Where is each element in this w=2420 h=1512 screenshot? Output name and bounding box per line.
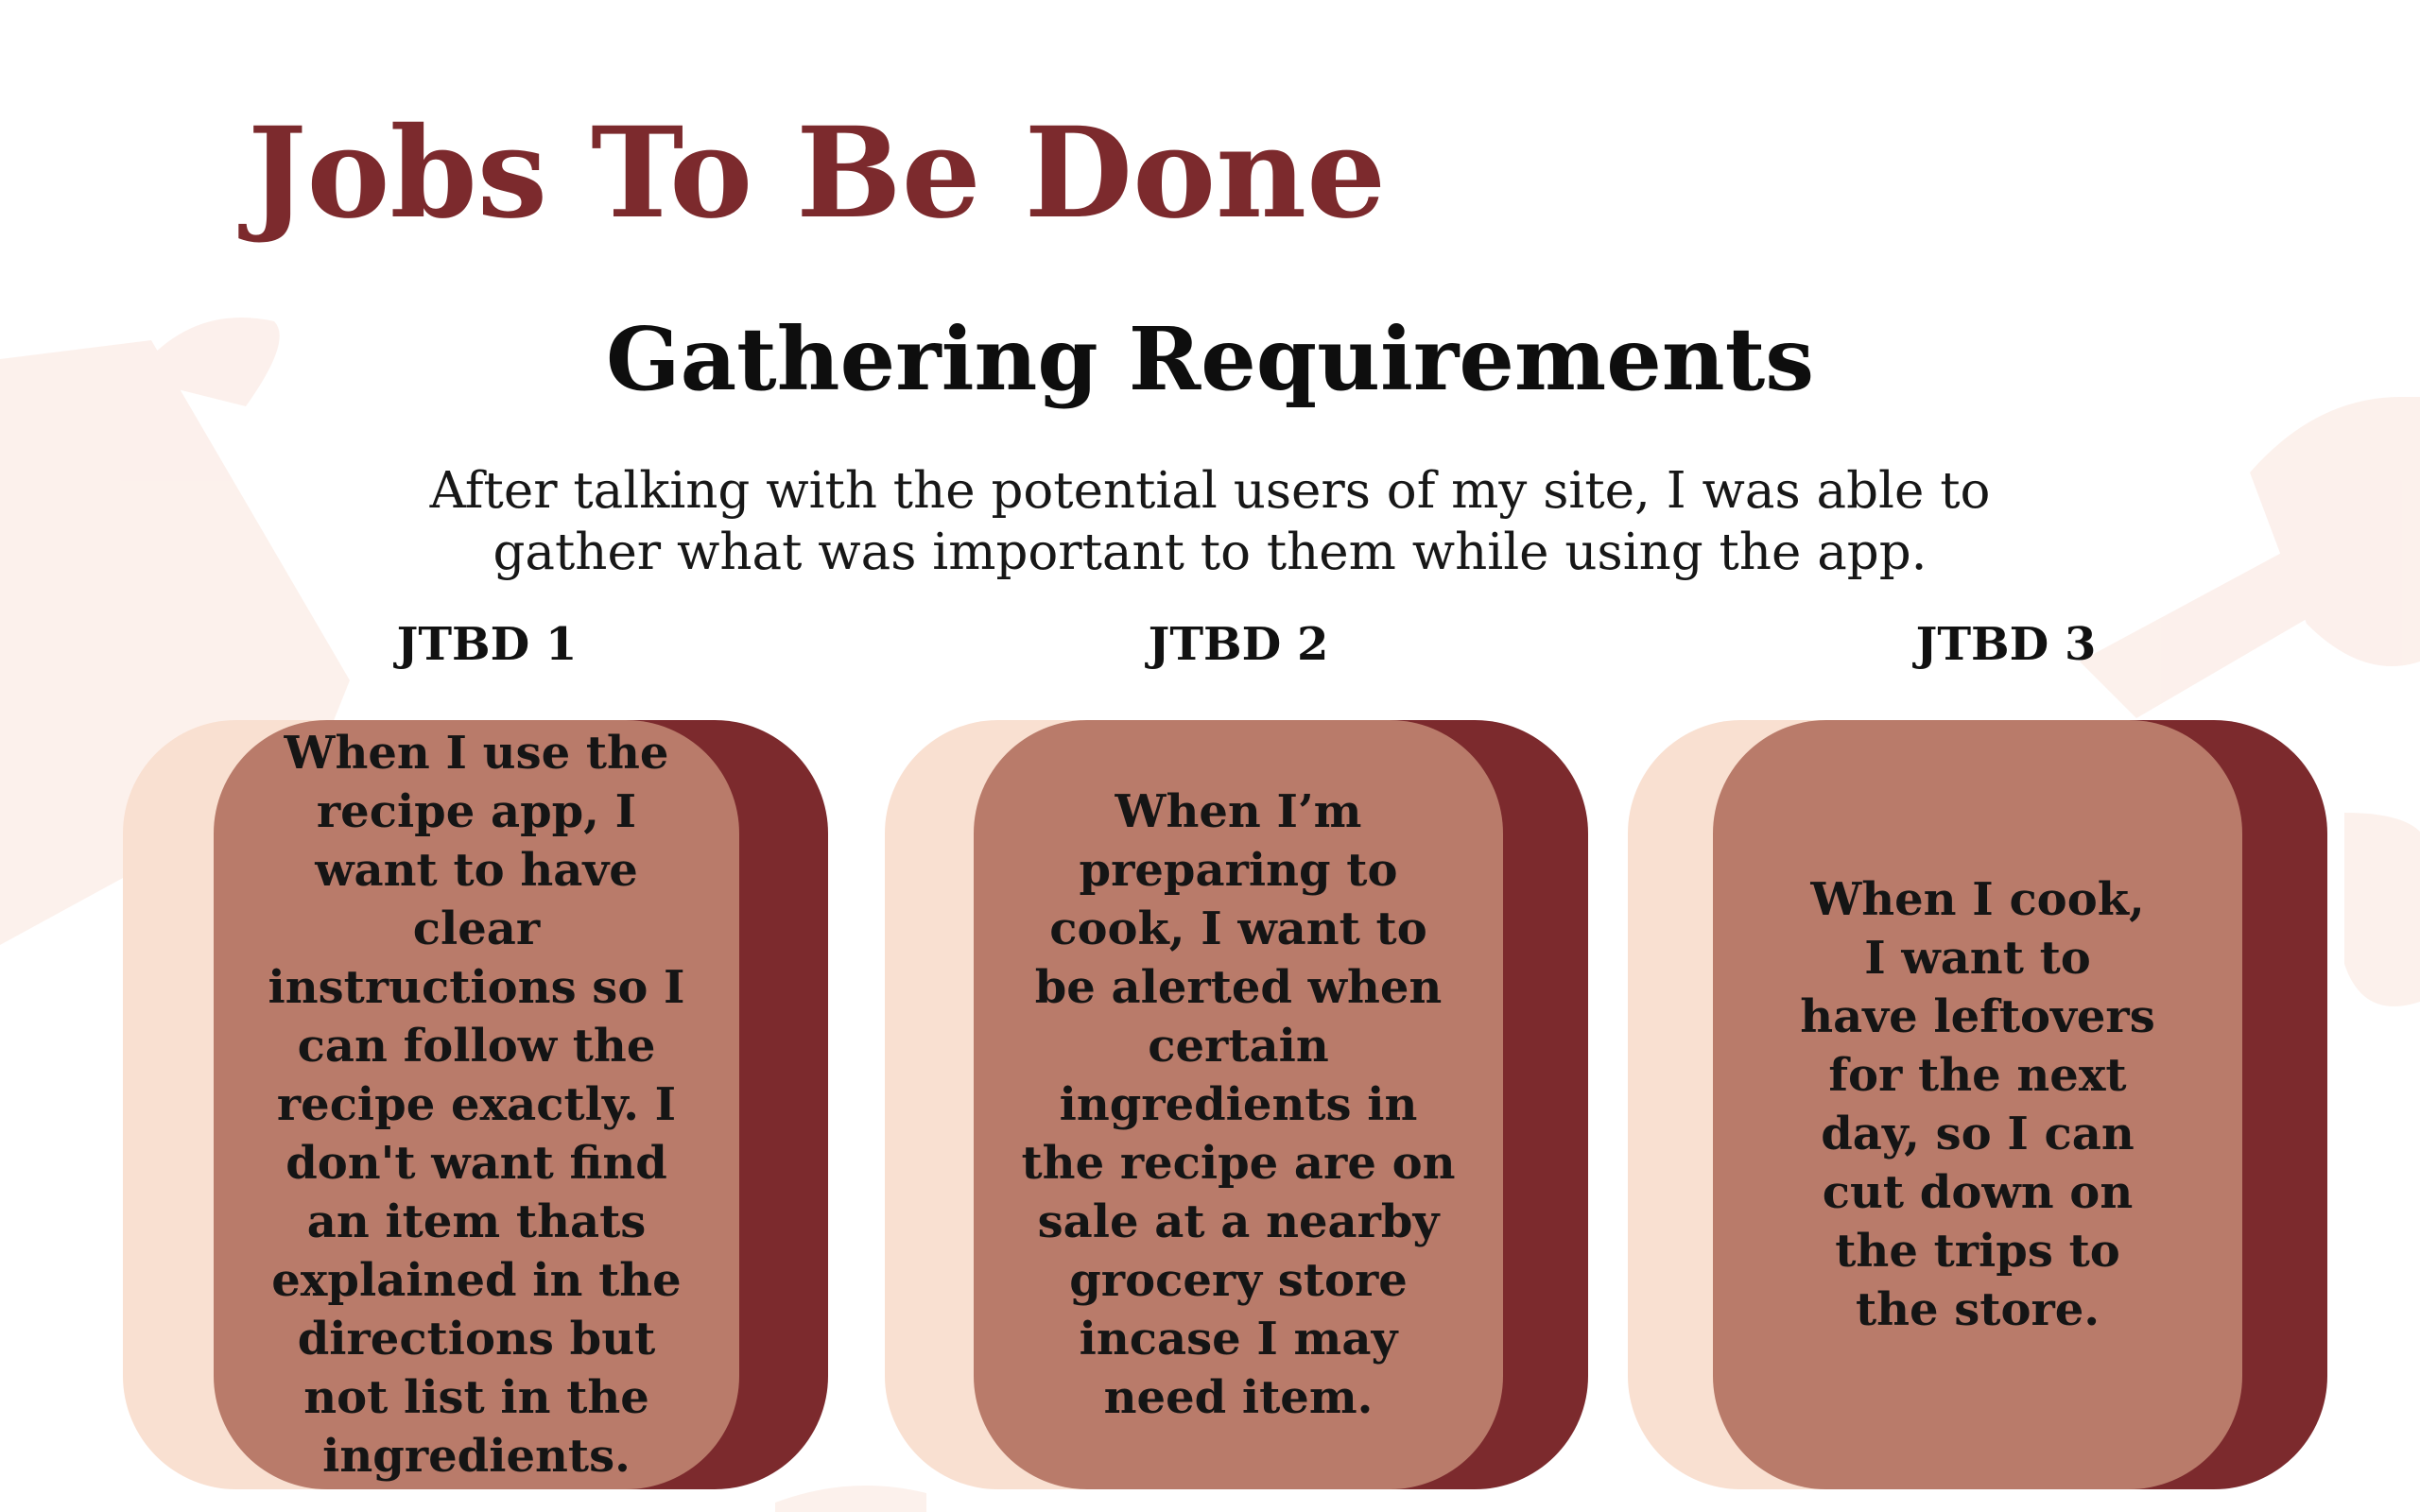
card-front: When I use the recipe app, I want to hav… bbox=[214, 720, 739, 1489]
jtbd-1-text: When I use the recipe app, I want to hav… bbox=[268, 727, 685, 1483]
jtbd-3-label: JTBD 3 bbox=[1915, 618, 2097, 671]
jtbd-2-text: When I’m preparing to cook, I want to be… bbox=[1021, 785, 1456, 1424]
jtbd-2-card: When I’m preparing to cook, I want to be… bbox=[885, 720, 1588, 1489]
jtbd-2-label: JTBD 2 bbox=[1148, 618, 1329, 671]
intro-paragraph: After talking with the potential users o… bbox=[429, 462, 1991, 581]
jtbd-1-card: When I use the recipe app, I want to hav… bbox=[123, 720, 828, 1489]
card-front: When I cook, I want to have leftovers fo… bbox=[1713, 720, 2242, 1489]
jtbd-3-card: When I cook, I want to have leftovers fo… bbox=[1628, 720, 2327, 1489]
section-subtitle: Gathering Requirements bbox=[606, 308, 1814, 410]
card-front: When I’m preparing to cook, I want to be… bbox=[974, 720, 1503, 1489]
page-title: Jobs To Be Done bbox=[248, 100, 1387, 247]
jtbd-3-text: When I cook, I want to have leftovers fo… bbox=[1800, 873, 2155, 1336]
jtbd-1-label: JTBD 1 bbox=[396, 618, 578, 671]
